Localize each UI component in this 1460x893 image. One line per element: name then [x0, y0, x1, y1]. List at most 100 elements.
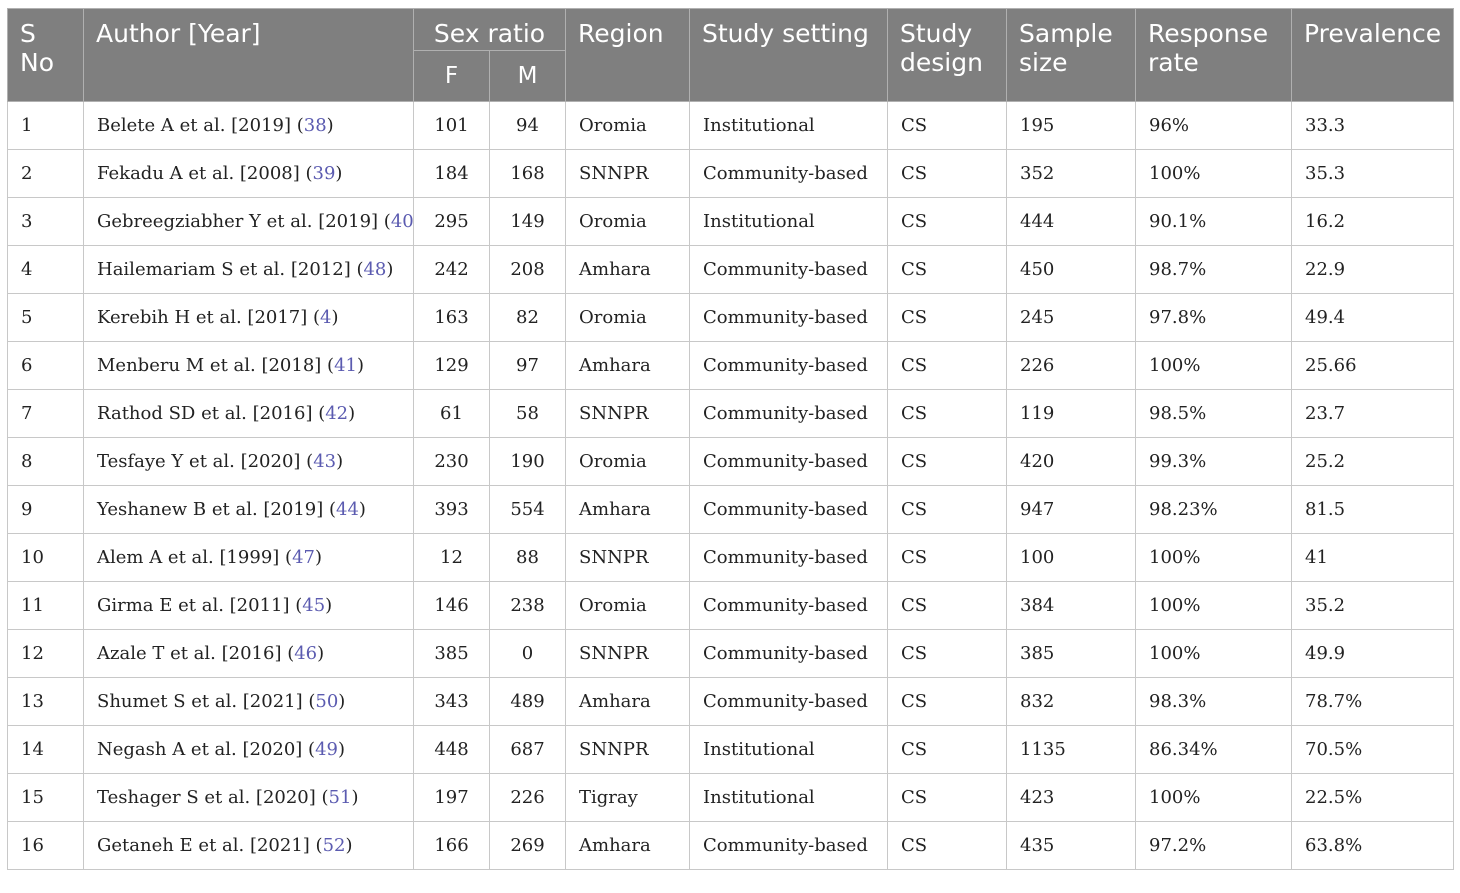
cell-female: 166 — [413, 821, 490, 870]
cell-sno: 6 — [7, 341, 84, 390]
cell-study-design: CS — [887, 293, 1008, 342]
reference-link[interactable]: 43 — [313, 451, 337, 472]
cell-study-design: CS — [887, 389, 1008, 438]
cell-author: Girma E et al. [2011] (45) — [83, 581, 414, 630]
cell-prevalence: 33.3 — [1291, 101, 1455, 150]
cell-male: 88 — [488, 533, 567, 582]
header-study-setting: Study setting — [689, 8, 889, 102]
cell-region: SNNPR — [565, 533, 691, 582]
cell-region: SNNPR — [565, 149, 691, 198]
cell-author: Shumet S et al. [2021] (50) — [83, 677, 414, 726]
cell-study-design: CS — [887, 149, 1008, 198]
cell-female: 343 — [413, 677, 490, 726]
reference-link[interactable]: 50 — [315, 691, 339, 712]
author-text: Gebreegziabher Y et al. [2019] — [97, 211, 379, 232]
cell-female: 61 — [413, 389, 490, 438]
header-sex-ratio: Sex ratio — [412, 8, 567, 51]
author-text: Shumet S et al. [2021] — [97, 691, 303, 712]
author-text: Azale T et al. [2016] — [97, 643, 282, 664]
cell-male: 190 — [488, 437, 567, 486]
cell-sno: 5 — [7, 293, 84, 342]
cell-male: 226 — [488, 773, 567, 822]
table-header: S No Author [Year] Sex ratio Region Stud… — [7, 8, 1455, 102]
table-row: 13 Shumet S et al. [2021] (50) 343 489 Amhar… — [7, 677, 1455, 726]
cell-sample-size: 245 — [1006, 293, 1137, 342]
author-text: Hailemariam S et al. [2012] — [97, 259, 351, 280]
reference-link[interactable]: 44 — [336, 499, 359, 520]
cell-study-design: CS — [887, 629, 1008, 678]
cell-author: Rathod SD et al. [2016] (42) — [83, 389, 414, 438]
cell-prevalence: 22.9 — [1291, 245, 1455, 294]
cell-study-setting: Community-based — [689, 149, 889, 198]
cell-region: Oromia — [565, 293, 691, 342]
cell-response-rate: 90.1% — [1135, 197, 1293, 246]
cell-study-design: CS — [887, 533, 1008, 582]
cell-prevalence: 49.4 — [1291, 293, 1455, 342]
cell-male: 82 — [488, 293, 567, 342]
reference-link[interactable]: 52 — [322, 835, 346, 856]
header-sno: S No — [7, 8, 84, 102]
cell-response-rate: 100% — [1135, 581, 1293, 630]
cell-study-design: CS — [887, 773, 1008, 822]
cell-response-rate: 100% — [1135, 149, 1293, 198]
reference-link[interactable]: 38 — [303, 115, 327, 136]
cell-region: Amhara — [565, 245, 691, 294]
cell-author: Kerebih H et al. [2017] (4) — [83, 293, 414, 342]
cell-sno: 12 — [7, 629, 84, 678]
studies-table-container: S No Author [Year] Sex ratio Region Stud… — [7, 8, 1455, 870]
reference-link[interactable]: 45 — [302, 595, 326, 616]
cell-author: Alem A et al. [1999] (47) — [83, 533, 414, 582]
cell-region: Oromia — [565, 581, 691, 630]
cell-female: 146 — [413, 581, 490, 630]
cell-female: 197 — [413, 773, 490, 822]
reference-link[interactable]: 42 — [325, 403, 349, 424]
cell-sno: 13 — [7, 677, 84, 726]
cell-sno: 14 — [7, 725, 84, 774]
reference-link[interactable]: 51 — [328, 787, 352, 808]
cell-study-design: CS — [887, 341, 1008, 390]
cell-male: 208 — [488, 245, 567, 294]
cell-female: 295 — [413, 197, 490, 246]
reference-link[interactable]: 48 — [363, 259, 387, 280]
cell-author: Teshager S et al. [2020] (51) — [83, 773, 414, 822]
cell-sample-size: 226 — [1006, 341, 1137, 390]
cell-sno: 3 — [7, 197, 84, 246]
cell-sno: 16 — [7, 821, 84, 870]
reference-link[interactable]: 46 — [294, 643, 318, 664]
cell-prevalence: 25.2 — [1291, 437, 1455, 486]
studies-table: S No Author [Year] Sex ratio Region Stud… — [7, 8, 1455, 870]
cell-sample-size: 423 — [1006, 773, 1137, 822]
table-row: 1 Belete A et al. [2019] (38) 101 94 Oromia I… — [7, 101, 1455, 150]
reference-link[interactable]: 39 — [312, 163, 336, 184]
cell-sample-size: 450 — [1006, 245, 1137, 294]
cell-sno: 8 — [7, 437, 84, 486]
cell-prevalence: 35.2 — [1291, 581, 1455, 630]
cell-response-rate: 96% — [1135, 101, 1293, 150]
cell-author: Belete A et al. [2019] (38) — [83, 101, 414, 150]
cell-sample-size: 195 — [1006, 101, 1137, 150]
cell-sno: 9 — [7, 485, 84, 534]
cell-prevalence: 70.5% — [1291, 725, 1455, 774]
author-text: Menberu M et al. [2018] — [97, 355, 322, 376]
cell-response-rate: 97.2% — [1135, 821, 1293, 870]
table-row: 6 Menberu M et al. [2018] (41) 129 97 Amhara… — [7, 341, 1455, 390]
cell-male: 238 — [488, 581, 567, 630]
cell-study-setting: Community-based — [689, 629, 889, 678]
cell-author: Tesfaye Y et al. [2020] (43) — [83, 437, 414, 486]
cell-study-setting: Institutional — [689, 197, 889, 246]
cell-response-rate: 100% — [1135, 773, 1293, 822]
cell-male: 269 — [488, 821, 567, 870]
cell-female: 230 — [413, 437, 490, 486]
cell-region: Oromia — [565, 197, 691, 246]
reference-link[interactable]: 49 — [315, 739, 338, 760]
reference-link[interactable]: 4 — [320, 307, 332, 328]
reference-link[interactable]: 41 — [334, 355, 357, 376]
table-row: 5 Kerebih H et al. [2017] (4) 163 82 Oromia C… — [7, 293, 1455, 342]
cell-male: 0 — [488, 629, 567, 678]
table-row: 12 Azale T et al. [2016] (46) 385 0 SNNPR Com… — [7, 629, 1455, 678]
author-text: Fekadu A et al. [2008] — [97, 163, 300, 184]
reference-link[interactable]: 40 — [390, 211, 414, 232]
cell-male: 97 — [488, 341, 567, 390]
cell-region: SNNPR — [565, 389, 691, 438]
reference-link[interactable]: 47 — [292, 547, 315, 568]
